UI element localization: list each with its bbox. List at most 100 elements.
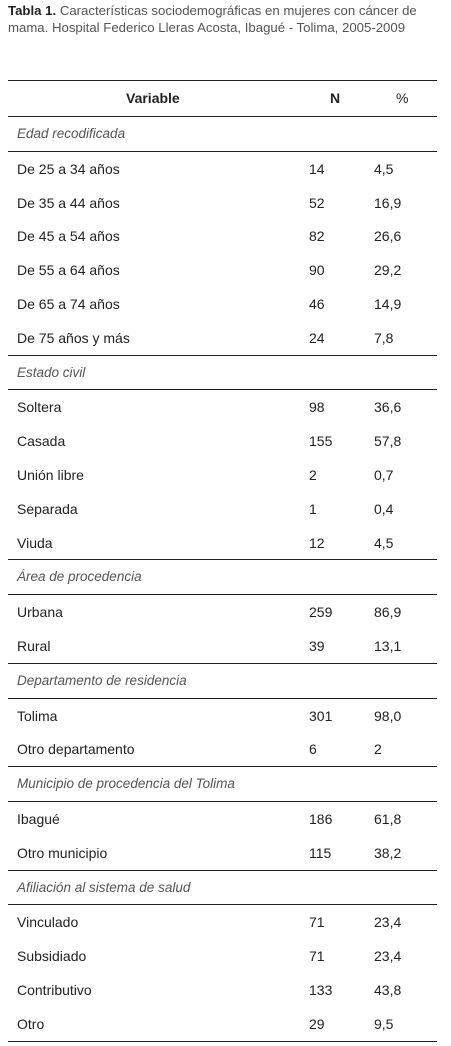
row-percent: 98,0 xyxy=(374,707,402,724)
section-title: Área de procedencia xyxy=(17,569,142,585)
row-n: 301 xyxy=(309,707,333,724)
table-row: De 65 a 74 años 46 14,9 xyxy=(8,287,437,321)
row-n: 259 xyxy=(309,604,333,621)
table-row: Soltera 98 36,6 xyxy=(8,390,437,424)
table-row: Subsidiado 71 23,4 xyxy=(8,939,437,973)
row-label: Contributivo xyxy=(17,981,92,998)
section-row: Estado civil xyxy=(8,354,437,391)
row-n: 82 xyxy=(309,228,325,245)
row-label: De 75 años y más xyxy=(17,329,130,346)
row-label: De 25 a 34 años xyxy=(17,160,120,177)
caption-label: Tabla 1. xyxy=(8,3,57,18)
row-percent: 2 xyxy=(374,741,382,758)
row-percent: 14,9 xyxy=(374,295,402,312)
row-percent: 0,4 xyxy=(374,500,394,517)
row-label: Casada xyxy=(17,433,66,450)
table-row: Otro departamento 6 2 xyxy=(8,732,437,766)
table-row: Casada 155 57,8 xyxy=(8,424,437,458)
row-label: Otro xyxy=(17,1015,45,1032)
table-row: Otro municipio 115 38,2 xyxy=(8,836,437,870)
row-percent: 4,5 xyxy=(374,160,394,177)
section-title: Departamento de residencia xyxy=(17,672,187,688)
row-label: De 65 a 74 años xyxy=(17,295,120,312)
row-percent: 7,8 xyxy=(374,329,394,346)
row-percent: 23,4 xyxy=(374,948,402,965)
table-row: Vinculado 71 23,4 xyxy=(8,905,437,939)
row-percent: 57,8 xyxy=(374,433,402,450)
section-row: Municipio de procedencia del Tolima xyxy=(8,766,437,802)
row-n: 155 xyxy=(309,433,333,450)
table-row: Separada 1 0,4 xyxy=(8,492,437,526)
section-title: Municipio de procedencia del Tolima xyxy=(17,776,235,792)
row-n: 186 xyxy=(309,810,333,827)
table-row: De 25 a 34 años 14 4,5 xyxy=(8,152,437,186)
row-n: 98 xyxy=(309,399,325,416)
table-row: De 55 a 64 años 90 29,2 xyxy=(8,253,437,287)
row-label: Rural xyxy=(17,637,51,654)
table-row: De 45 a 54 años 82 26,6 xyxy=(8,219,437,253)
row-label: De 55 a 64 años xyxy=(17,262,120,279)
row-percent: 29,2 xyxy=(374,262,402,279)
section-title: Estado civil xyxy=(17,364,86,380)
row-n: 12 xyxy=(309,534,325,551)
section-row: Afiliación al sistema de salud xyxy=(8,869,437,906)
table-row: Tolima 301 98,0 xyxy=(8,699,437,733)
section-title: Afiliación al sistema de salud xyxy=(17,879,191,895)
row-n: 52 xyxy=(309,194,325,211)
row-label: Urbana xyxy=(17,604,63,621)
row-n: 133 xyxy=(309,981,333,998)
row-label: De 35 a 44 años xyxy=(17,194,120,211)
row-n: 1 xyxy=(309,500,317,517)
table-caption: Tabla 1. Características sociodemográfic… xyxy=(8,2,448,36)
row-percent: 43,8 xyxy=(374,981,402,998)
table-row: Viuda 12 4,5 xyxy=(8,526,437,560)
table-row: Otro 29 9,5 xyxy=(8,1007,437,1041)
table-row: De 35 a 44 años 52 16,9 xyxy=(8,186,437,220)
table-row: Contributivo 133 43,8 xyxy=(8,973,437,1007)
row-label: Tolima xyxy=(17,707,58,724)
section-row: Departamento de residencia xyxy=(8,662,437,699)
row-label: Unión libre xyxy=(17,466,84,483)
section-title: Edad recodificada xyxy=(17,126,126,141)
row-n: 24 xyxy=(309,329,325,346)
header-n: N xyxy=(330,90,341,106)
row-percent: 9,5 xyxy=(374,1015,394,1032)
row-label: Subsidiado xyxy=(17,948,87,965)
row-n: 6 xyxy=(309,741,317,758)
row-label: Soltera xyxy=(17,399,62,416)
row-label: Separada xyxy=(17,500,78,517)
row-label: Otro municipio xyxy=(17,844,108,861)
table-row: Urbana 259 86,9 xyxy=(8,595,437,629)
row-n: 39 xyxy=(309,637,325,654)
row-label: Otro departamento xyxy=(17,741,135,758)
section-row: Área de procedencia xyxy=(8,559,437,596)
row-percent: 13,1 xyxy=(374,637,402,654)
section-row: Edad recodificada xyxy=(8,117,437,152)
table-row: Rural 39 13,1 xyxy=(8,629,437,663)
header-percent: % xyxy=(396,90,409,106)
row-label: Ibagué xyxy=(17,810,60,827)
row-percent: 4,5 xyxy=(374,534,394,551)
row-percent: 36,6 xyxy=(374,399,402,416)
demographics-table: Variable N % Edad recodificada De 25 a 34… xyxy=(8,80,437,1042)
row-percent: 26,6 xyxy=(374,228,402,245)
table-header-row: Variable N % xyxy=(8,81,437,117)
row-n: 115 xyxy=(309,844,332,861)
table-row: Ibagué 186 61,8 xyxy=(8,802,437,836)
row-n: 71 xyxy=(309,914,325,931)
row-n: 2 xyxy=(309,466,317,483)
row-label: De 45 a 54 años xyxy=(17,228,120,245)
row-label: Vinculado xyxy=(17,914,79,931)
row-percent: 23,4 xyxy=(374,914,402,931)
row-n: 71 xyxy=(309,948,325,965)
row-n: 29 xyxy=(309,1015,325,1032)
row-percent: 0,7 xyxy=(374,466,394,483)
row-percent: 61,8 xyxy=(374,810,402,827)
row-n: 90 xyxy=(309,262,325,279)
header-variable: Variable xyxy=(126,90,180,106)
caption-text: Características sociodemográficas en muj… xyxy=(8,3,417,35)
table-row: De 75 años y más 24 7,8 xyxy=(8,321,437,355)
row-percent: 86,9 xyxy=(374,604,402,621)
row-n: 46 xyxy=(309,295,325,312)
row-percent: 16,9 xyxy=(374,194,402,211)
